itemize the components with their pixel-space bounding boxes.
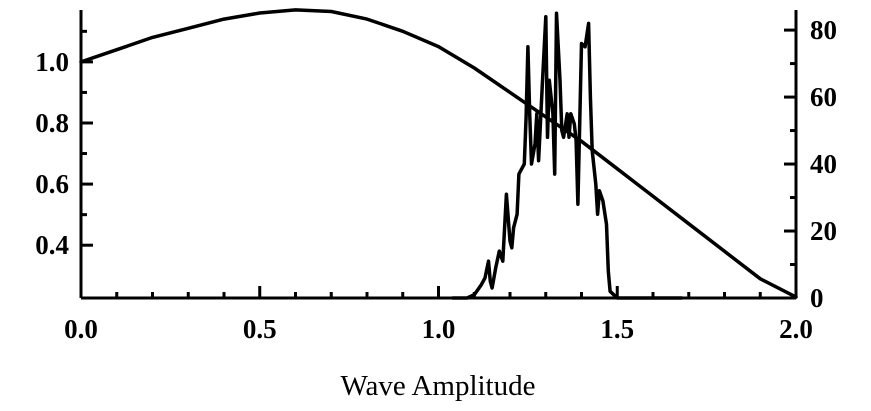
y-tick-label: 0.4: [35, 230, 69, 260]
x-tick-label: 1.5: [600, 314, 634, 344]
y2-tick-label: 40: [810, 149, 837, 179]
y-tick-label: 0.6: [35, 169, 69, 199]
y2-tick-label: 60: [810, 82, 837, 112]
x-tick-label: 0.5: [243, 314, 277, 344]
y2-tick-label: 80: [810, 15, 837, 45]
y-tick-label: 0.8: [35, 108, 69, 138]
series-layer: [79, 8, 798, 300]
y2-tick-label: 20: [810, 216, 837, 246]
y-ticks: 0.4 0.6 0.8 1.0: [35, 29, 93, 260]
y2-tick-label: 0: [810, 283, 824, 313]
y2-ticks: 0 20 40 60 80: [784, 15, 837, 313]
series-line-right-axis: [451, 11, 684, 300]
x-axis-title: Wave Amplitude: [341, 370, 536, 402]
x-tick-label: 2.0: [779, 314, 813, 344]
y-tick-label: 1.0: [35, 47, 69, 77]
axes: [79, 10, 798, 300]
series-line-left-axis: [79, 8, 798, 299]
x-tick-label: 0.0: [64, 314, 98, 344]
x-tick-label: 1.0: [422, 314, 456, 344]
x-ticks: 0.0 0.5 1.0 1.5 2.0: [64, 286, 813, 344]
